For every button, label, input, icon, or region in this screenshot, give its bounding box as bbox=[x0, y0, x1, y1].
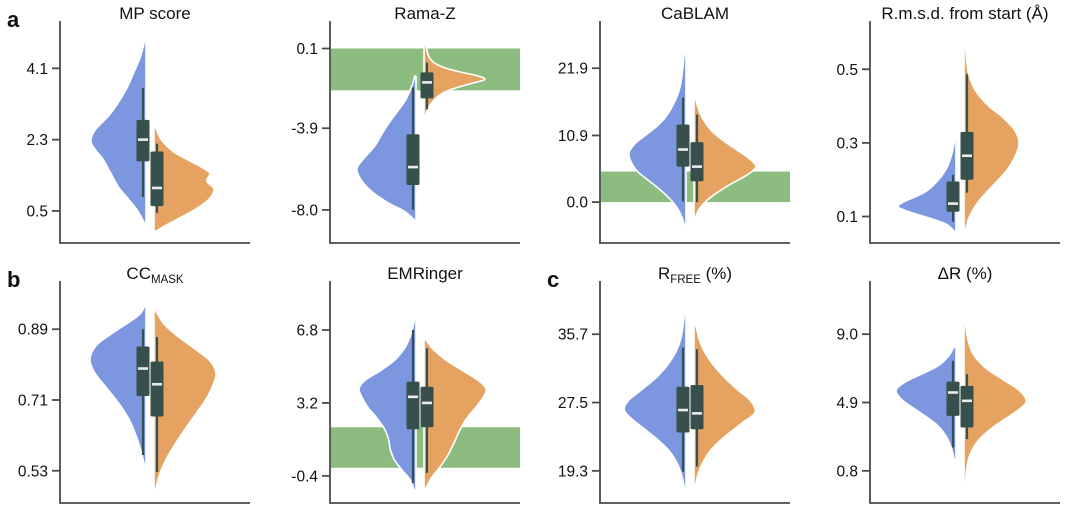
chart-canvas: 9.0 4.9 0.8 ΔR (%) bbox=[836, 264, 1060, 504]
median-line-orange bbox=[152, 186, 162, 190]
violin-orange bbox=[153, 308, 217, 494]
tick-label: -3.9 bbox=[291, 121, 318, 138]
iqr-box-orange bbox=[420, 72, 434, 99]
violin-orange bbox=[693, 324, 757, 489]
iqr-box-orange bbox=[420, 386, 434, 428]
chart-title: R.m.s.d. from start (Å) bbox=[881, 4, 1048, 23]
tick-label: 0.1 bbox=[836, 209, 858, 226]
panel-cc-mask: b 0.89 0.71 0.53 CCMASK bbox=[0, 260, 270, 520]
tick-label: 9.0 bbox=[836, 327, 858, 344]
median-line-orange bbox=[152, 382, 162, 386]
iqr-box-orange bbox=[150, 361, 164, 417]
chart-canvas: 6.8 3.2 -0.4 EMRinger bbox=[291, 264, 520, 504]
tick-label: -0.4 bbox=[291, 468, 318, 485]
chart-title: EMRinger bbox=[387, 264, 463, 283]
violin-orange bbox=[423, 338, 487, 490]
chart-canvas: 0.5 0.3 0.1 R.m.s.d. from start (Å) bbox=[836, 4, 1060, 244]
violin-orange bbox=[963, 37, 1020, 234]
chart-title: CaBLAM bbox=[661, 4, 729, 23]
tick-label: 19.3 bbox=[558, 463, 588, 480]
iqr-box-orange bbox=[150, 151, 164, 207]
tick-label: 6.8 bbox=[296, 322, 318, 339]
tick-label: 35.7 bbox=[558, 327, 588, 344]
tick-label: 10.9 bbox=[558, 128, 588, 145]
median-line-blue bbox=[138, 367, 148, 370]
tick-label: 0.53 bbox=[18, 463, 48, 480]
iqr-box-blue bbox=[676, 124, 690, 167]
iqr-box-blue bbox=[136, 346, 150, 397]
violin-orange bbox=[153, 126, 215, 232]
median-line-orange bbox=[422, 81, 432, 84]
iqr-box-orange bbox=[690, 385, 704, 430]
median-line-orange bbox=[692, 412, 702, 415]
tick-label: 0.89 bbox=[18, 322, 48, 339]
violin-orange bbox=[423, 41, 486, 118]
median-line-blue bbox=[678, 148, 688, 151]
median-line-orange bbox=[692, 165, 702, 168]
chart-canvas: 0.1 -3.9 -8.0 Rama-Z bbox=[291, 4, 520, 244]
panel-letter-a: a bbox=[7, 7, 20, 32]
iqr-box-blue bbox=[406, 381, 420, 430]
iqr-box-orange bbox=[960, 385, 974, 428]
violin-orange bbox=[963, 312, 1028, 492]
iqr-box-blue bbox=[406, 134, 420, 186]
tick-label: 3.2 bbox=[296, 395, 318, 412]
violin-blue bbox=[628, 47, 687, 229]
panel-mp-score: a 4.1 2.3 0.5 MP score bbox=[0, 0, 270, 260]
chart-title: Rama-Z bbox=[394, 4, 455, 23]
violin-blue bbox=[623, 310, 687, 492]
panel-letter-c: c bbox=[547, 267, 560, 292]
median-line-blue bbox=[948, 202, 958, 205]
tick-label: 0.5 bbox=[26, 203, 48, 220]
median-line-orange bbox=[422, 401, 432, 405]
chart-title: RFREE (%) bbox=[658, 264, 732, 286]
tick-label: 0.0 bbox=[566, 195, 588, 212]
tick-label: 0.71 bbox=[18, 392, 48, 409]
median-line-orange bbox=[962, 399, 972, 403]
tick-label: 0.5 bbox=[836, 62, 858, 79]
median-line-blue bbox=[948, 391, 958, 394]
panel-cablam: 21.9 10.9 0.0 CaBLAM bbox=[540, 0, 810, 260]
median-line-orange bbox=[962, 154, 972, 158]
chart-canvas: 21.9 10.9 0.0 CaBLAM bbox=[558, 4, 790, 244]
panel-emringer: 6.8 3.2 -0.4 EMRinger bbox=[270, 260, 540, 520]
violin-blue bbox=[89, 305, 147, 466]
tick-label: 0.3 bbox=[836, 135, 858, 152]
tick-label: -8.0 bbox=[291, 202, 318, 219]
median-line-blue bbox=[678, 408, 688, 412]
chart-title: ΔR (%) bbox=[938, 264, 993, 283]
median-line-blue bbox=[408, 165, 418, 169]
panel-rmsd-from-start: 0.5 0.3 0.1 R.m.s.d. from start (Å) bbox=[810, 0, 1080, 260]
violin-blue bbox=[90, 40, 147, 225]
iqr-box-orange bbox=[690, 142, 704, 182]
chart-canvas: 35.7 27.5 19.3 RFREE (%) bbox=[558, 264, 790, 504]
panel-rama-z: 0.1 -3.9 -8.0 Rama-Z bbox=[270, 0, 540, 260]
violin-blue bbox=[895, 346, 957, 461]
panel-r-free: c 35.7 27.5 19.3 RFREE (%) bbox=[540, 260, 810, 520]
iqr-box-blue bbox=[946, 381, 960, 416]
tick-label: 4.9 bbox=[836, 395, 858, 412]
iqr-box-blue bbox=[946, 181, 960, 212]
violin-orange bbox=[693, 96, 757, 220]
tick-label: 27.5 bbox=[558, 395, 588, 412]
violin-blue bbox=[356, 75, 417, 222]
tick-label: 0.1 bbox=[296, 41, 318, 58]
chart-canvas: 0.89 0.71 0.53 CCMASK bbox=[18, 264, 250, 504]
chart-title: MP score bbox=[119, 4, 191, 23]
violin-blue bbox=[358, 316, 417, 492]
median-line-blue bbox=[408, 395, 418, 399]
tick-label: 0.8 bbox=[836, 463, 858, 480]
tick-label: 2.3 bbox=[26, 132, 48, 149]
tick-label: 4.1 bbox=[26, 61, 48, 78]
tick-label: 21.9 bbox=[558, 61, 588, 78]
panel-delta-r: 9.0 4.9 0.8 ΔR (%) bbox=[810, 260, 1080, 520]
median-line-blue bbox=[138, 138, 148, 141]
chart-title: CCMASK bbox=[126, 264, 183, 286]
panel-letter-b: b bbox=[7, 267, 21, 292]
chart-canvas: 4.1 2.3 0.5 MP score bbox=[26, 4, 250, 244]
violin-blue bbox=[897, 137, 957, 233]
